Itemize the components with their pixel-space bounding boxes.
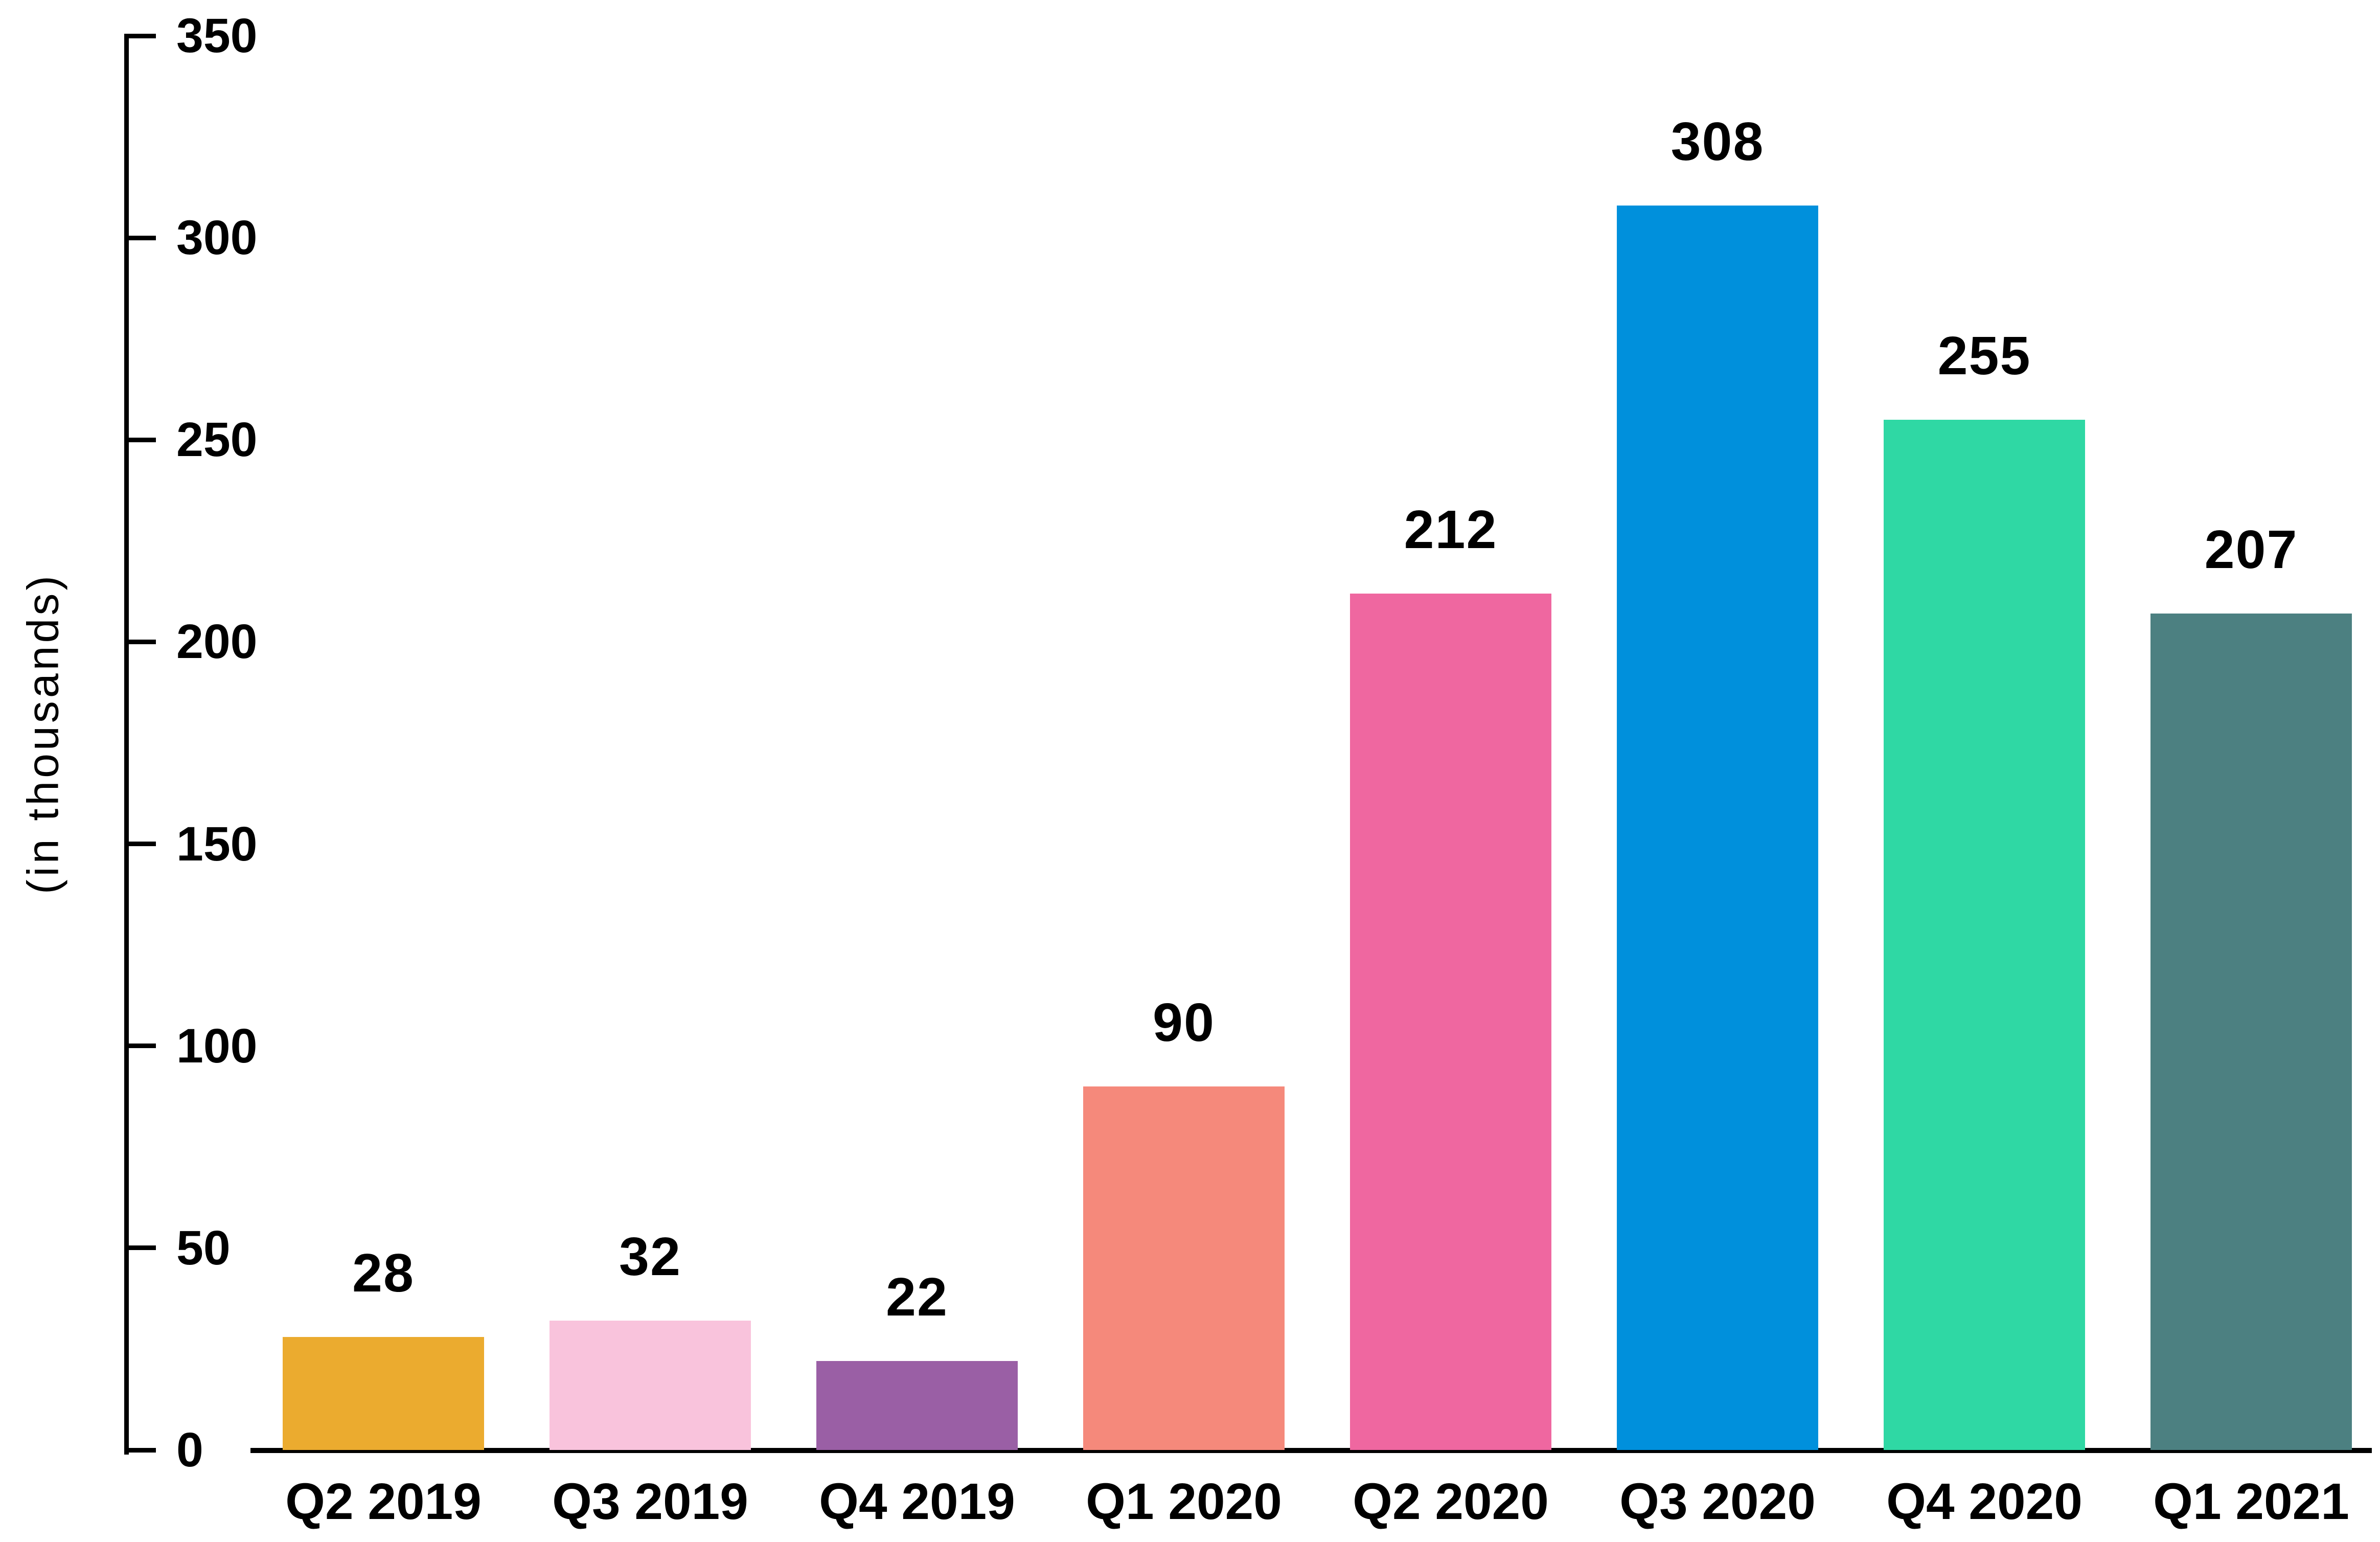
y-tick-mark-50 [124, 1245, 156, 1251]
bar-value-label-q2-2020: 212 [1404, 499, 1498, 560]
bar-q3-2020 [1617, 205, 1818, 1450]
x-axis-label-q3-2020: Q3 2020 [1619, 1473, 1816, 1530]
y-tick-mark-100 [124, 1044, 156, 1049]
bar-value-label-q3-2020: 308 [1670, 111, 1765, 172]
bar-value-label-q1-2020: 90 [1153, 992, 1215, 1053]
bar-value-label-q3-2019: 32 [619, 1227, 681, 1287]
bar-value-label-q2-2019: 28 [352, 1242, 415, 1303]
x-axis-label-q1-2020: Q1 2020 [1086, 1473, 1282, 1530]
y-axis-title: (in thousands) [18, 573, 68, 894]
y-tick-label-100: 100 [176, 1018, 258, 1073]
bar-q3-2019 [550, 1321, 751, 1450]
y-tick-label-0: 0 [176, 1423, 203, 1477]
y-tick-mark-0 [124, 1447, 156, 1453]
y-tick-label-200: 200 [176, 615, 258, 669]
bar-value-label-q4-2020: 255 [1937, 325, 2031, 386]
bar-q4-2020 [1884, 419, 2085, 1450]
y-tick-mark-150 [124, 842, 156, 847]
bar-q2-2020 [1350, 593, 1551, 1450]
y-axis-line [124, 34, 129, 1455]
x-axis-label-q2-2019: Q2 2019 [285, 1473, 482, 1530]
y-tick-mark-300 [124, 235, 156, 240]
bar-q4-2019 [816, 1361, 1018, 1450]
x-axis-label-q3-2019: Q3 2019 [552, 1473, 748, 1530]
y-tick-label-300: 300 [176, 211, 258, 265]
y-tick-mark-350 [124, 33, 156, 38]
x-axis-label-q2-2020: Q2 2020 [1353, 1473, 1549, 1530]
bar-q1-2020 [1083, 1086, 1285, 1450]
bar-value-label-q4-2019: 22 [886, 1267, 948, 1328]
y-tick-label-50: 50 [176, 1220, 231, 1275]
bar-q2-2019 [283, 1336, 484, 1450]
y-tick-label-150: 150 [176, 817, 258, 871]
bar-q1-2021 [2150, 614, 2352, 1450]
x-axis-label-q4-2019: Q4 2019 [819, 1473, 1015, 1530]
bar-value-label-q1-2021: 207 [2204, 519, 2298, 580]
y-tick-mark-250 [124, 437, 156, 442]
y-tick-label-250: 250 [176, 413, 258, 467]
y-tick-label-350: 350 [176, 9, 258, 63]
x-axis-label-q4-2020: Q4 2020 [1886, 1473, 2082, 1530]
y-tick-mark-200 [124, 639, 156, 644]
x-axis-line [250, 1448, 2372, 1453]
x-axis-label-q1-2021: Q1 2021 [2153, 1473, 2349, 1530]
